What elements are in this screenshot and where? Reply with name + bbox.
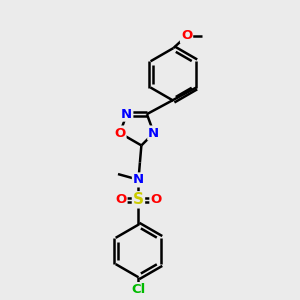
- Text: N: N: [133, 173, 144, 186]
- Text: O: O: [115, 193, 127, 206]
- Text: O: O: [181, 29, 192, 42]
- Text: S: S: [133, 192, 144, 207]
- Text: N: N: [148, 127, 159, 140]
- Text: O: O: [150, 193, 162, 206]
- Text: N: N: [121, 108, 132, 121]
- Text: Cl: Cl: [131, 283, 146, 296]
- Text: O: O: [114, 127, 125, 140]
